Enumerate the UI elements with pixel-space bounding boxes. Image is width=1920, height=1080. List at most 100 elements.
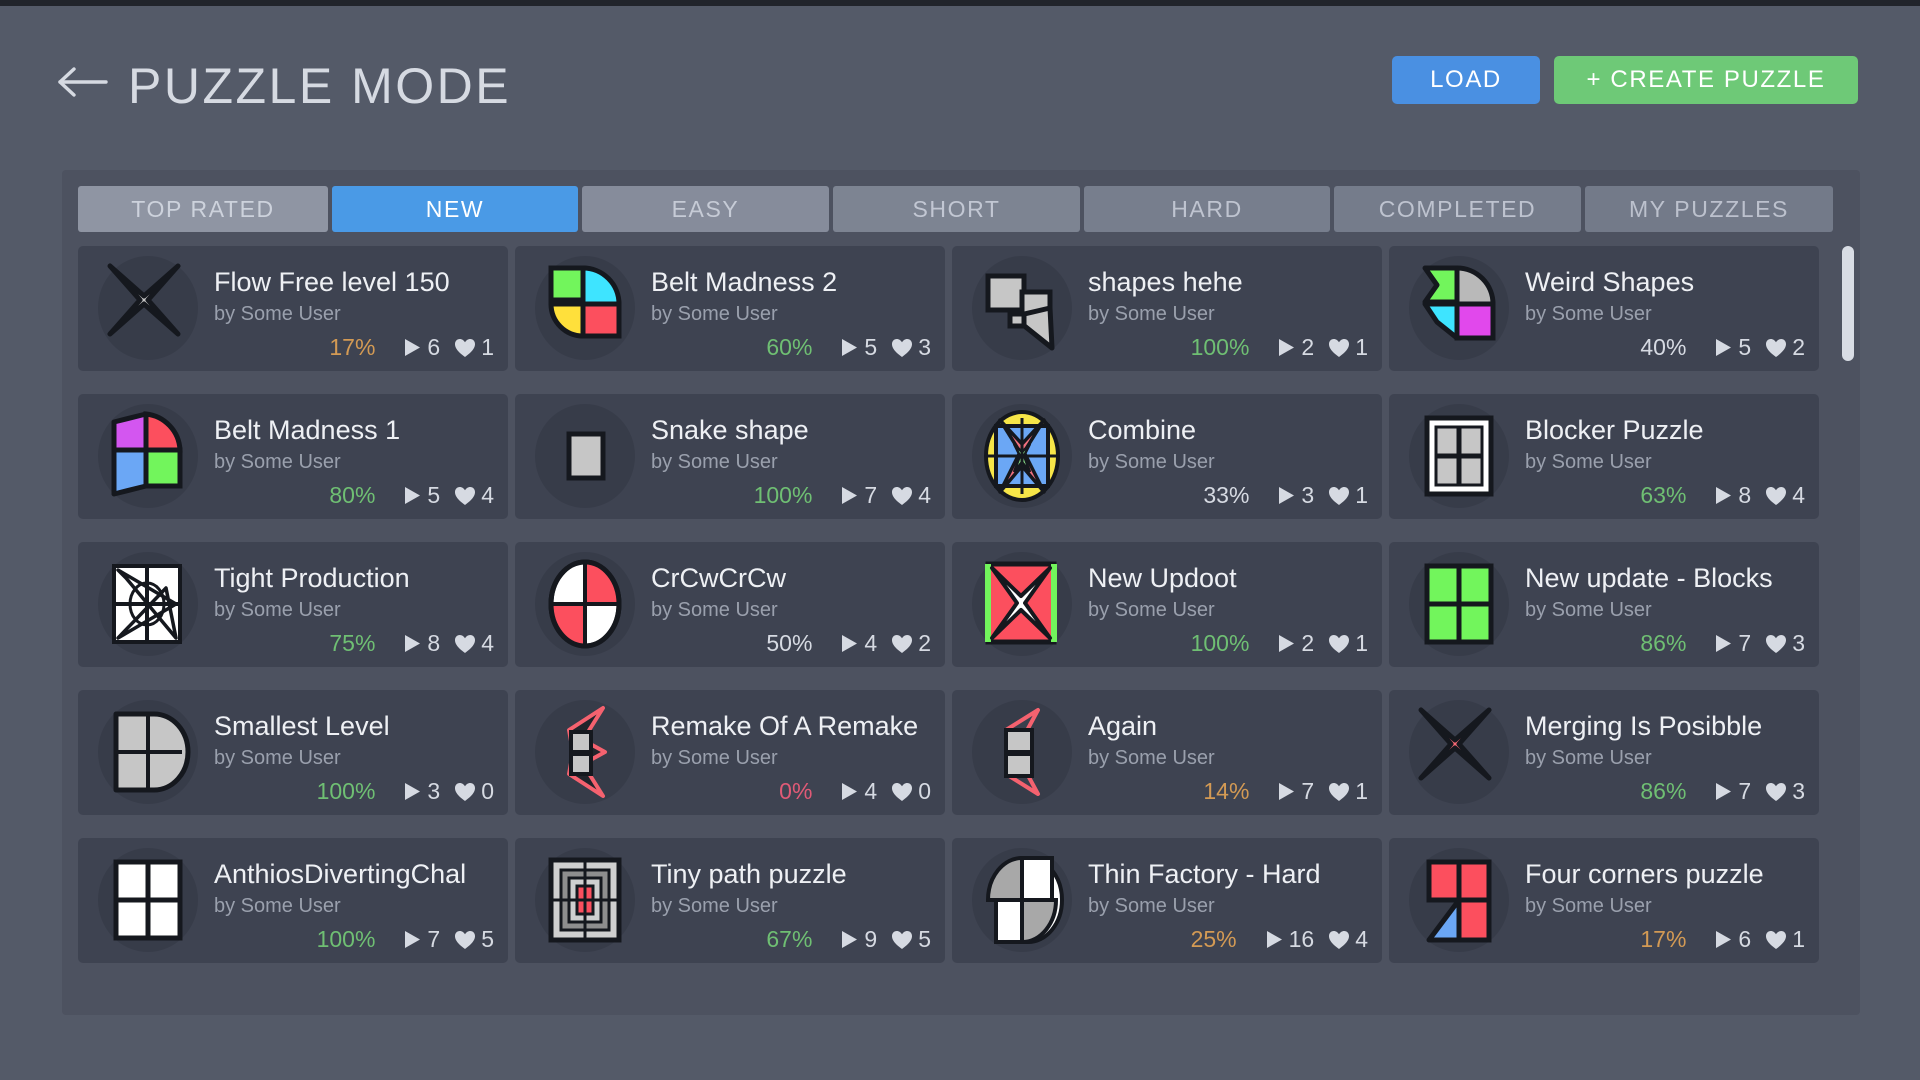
likes-stat: 2	[1765, 334, 1805, 361]
likes-stat: 0	[454, 778, 494, 805]
puzzle-title: CrCwCrCw	[651, 563, 786, 593]
puzzle-card[interactable]: Belt Madness 2 by Some User 60% 5 3	[515, 246, 945, 371]
red-white-green-star-icon	[966, 548, 1078, 660]
puzzle-stats: 67% 9 5	[766, 926, 931, 953]
puzzle-card[interactable]: Thin Factory - Hard by Some User 25% 16 4	[952, 838, 1382, 963]
tab-top-rated[interactable]: TOP RATED	[78, 186, 328, 232]
tab-my-puzzles[interactable]: MY PUZZLES	[1585, 186, 1833, 232]
puzzle-card[interactable]: Again by Some User 14% 7 1	[952, 690, 1382, 815]
likes-stat: 5	[454, 926, 494, 953]
heart-icon	[454, 338, 476, 358]
puzzle-card[interactable]: shapes hehe by Some User 100% 2 1	[952, 246, 1382, 371]
tab-short[interactable]: SHORT	[833, 186, 1080, 232]
heart-icon	[1328, 782, 1350, 802]
likes-stat: 4	[454, 482, 494, 509]
heart-icon	[1328, 338, 1350, 358]
puzzle-card[interactable]: Tiny path puzzle by Some User 67% 9 5	[515, 838, 945, 963]
yellow-blue-star-icon	[966, 400, 1078, 512]
category-tabs: TOP RATED NEW EASY SHORT HARD COMPLETED …	[78, 186, 1833, 232]
heart-icon	[1765, 634, 1787, 654]
likes-count: 2	[1792, 334, 1805, 360]
puzzle-author: by Some User	[214, 747, 341, 769]
puzzle-card[interactable]: Merging Is Posibble by Some User 86% 7 3	[1389, 690, 1819, 815]
completion-percent: 25%	[1190, 926, 1237, 952]
puzzle-title: New Updoot	[1088, 563, 1237, 593]
puzzle-title: Again	[1088, 711, 1158, 741]
red-four-point-star-icon	[1403, 696, 1515, 808]
completion-percent: 80%	[329, 482, 376, 508]
puzzle-title: Combine	[1088, 415, 1197, 445]
heart-icon	[454, 486, 476, 506]
likes-count: 3	[1792, 630, 1805, 656]
scrollbar-thumb[interactable]	[1842, 246, 1854, 361]
puzzle-title: Snake shape	[651, 415, 809, 445]
create-puzzle-button[interactable]: + CREATE PUZZLE	[1554, 56, 1858, 104]
plays-count: 9	[864, 926, 878, 952]
puzzle-card[interactable]: Flow Free level 150 by Some User 17% 6 1	[78, 246, 508, 371]
likes-count: 4	[1792, 482, 1805, 508]
puzzle-card[interactable]: Four corners puzzle by Some User 17% 6 1	[1389, 838, 1819, 963]
two-squares-arrow-grey-icon	[966, 252, 1078, 364]
puzzle-card[interactable]: New update - Blocks by Some User 86% 7 3	[1389, 542, 1819, 667]
heart-icon	[454, 782, 476, 802]
plays-stat: 7	[403, 926, 440, 953]
play-icon	[403, 633, 422, 654]
puzzle-card[interactable]: AnthiosDivertingChal by Some User 100% 7 5	[78, 838, 508, 963]
play-icon	[403, 485, 422, 506]
puzzle-stats: 0% 4 0	[779, 778, 931, 805]
plays-count: 5	[1738, 334, 1752, 360]
puzzle-card[interactable]: Blocker Puzzle by Some User 63% 8 4	[1389, 394, 1819, 519]
plays-count: 16	[1288, 926, 1315, 952]
puzzle-author: by Some User	[651, 451, 778, 473]
puzzle-card[interactable]: Smallest Level by Some User 100% 3 0	[78, 690, 508, 815]
puzzle-card[interactable]: Combine by Some User 33% 3 1	[952, 394, 1382, 519]
puzzle-title: Tiny path puzzle	[651, 859, 847, 889]
heart-icon	[1765, 930, 1787, 950]
completion-percent: 14%	[1203, 778, 1250, 804]
completion-percent: 75%	[329, 630, 376, 656]
likes-count: 0	[481, 778, 494, 804]
plays-stat: 7	[1714, 630, 1751, 657]
tab-easy[interactable]: EASY	[582, 186, 829, 232]
tab-new[interactable]: NEW	[332, 186, 578, 232]
scrollbar-track[interactable]	[1842, 246, 1854, 986]
puzzle-card[interactable]: Tight Production by Some User 75% 8 4	[78, 542, 508, 667]
puzzle-stats: 25% 16 4	[1191, 926, 1368, 953]
puzzle-title: Blocker Puzzle	[1525, 415, 1704, 445]
puzzle-card[interactable]: Belt Madness 1 by Some User 80% 5 4	[78, 394, 508, 519]
completion-percent: 60%	[766, 334, 813, 360]
plays-count: 7	[1301, 778, 1315, 804]
tab-hard[interactable]: HARD	[1084, 186, 1330, 232]
puzzle-card[interactable]: New Updoot by Some User 100% 2 1	[952, 542, 1382, 667]
likes-count: 4	[481, 630, 494, 656]
completion-percent: 86%	[1640, 630, 1687, 656]
puzzle-card[interactable]: Remake Of A Remake by Some User 0% 4 0	[515, 690, 945, 815]
puzzle-author: by Some User	[651, 303, 778, 325]
play-icon	[1714, 633, 1733, 654]
plays-stat: 5	[403, 482, 440, 509]
plays-count: 7	[864, 482, 878, 508]
puzzle-author: by Some User	[1525, 599, 1652, 621]
puzzle-author: by Some User	[1525, 303, 1652, 325]
play-icon	[1277, 337, 1296, 358]
puzzle-title: shapes hehe	[1088, 267, 1243, 297]
load-button[interactable]: LOAD	[1392, 56, 1540, 104]
puzzle-stats: 40% 5 2	[1640, 334, 1805, 361]
puzzle-card[interactable]: Snake shape by Some User 100% 7 4	[515, 394, 945, 519]
likes-stat: 5	[891, 926, 931, 953]
heart-icon	[1765, 486, 1787, 506]
heart-icon	[1328, 634, 1350, 654]
plays-count: 3	[427, 778, 441, 804]
heart-icon	[1328, 930, 1350, 950]
likes-count: 3	[1792, 778, 1805, 804]
tab-completed[interactable]: COMPLETED	[1334, 186, 1581, 232]
puzzle-title: Thin Factory - Hard	[1088, 859, 1321, 889]
plays-stat: 5	[1714, 334, 1751, 361]
puzzle-card[interactable]: Weird Shapes by Some User 40% 5 2	[1389, 246, 1819, 371]
plays-count: 4	[864, 778, 878, 804]
puzzle-stats: 50% 4 2	[766, 630, 931, 657]
puzzle-stats: 100% 3 0	[317, 778, 494, 805]
back-button[interactable]	[56, 60, 110, 104]
puzzle-stats: 17% 6 1	[329, 334, 494, 361]
puzzle-card[interactable]: CrCwCrCw by Some User 50% 4 2	[515, 542, 945, 667]
